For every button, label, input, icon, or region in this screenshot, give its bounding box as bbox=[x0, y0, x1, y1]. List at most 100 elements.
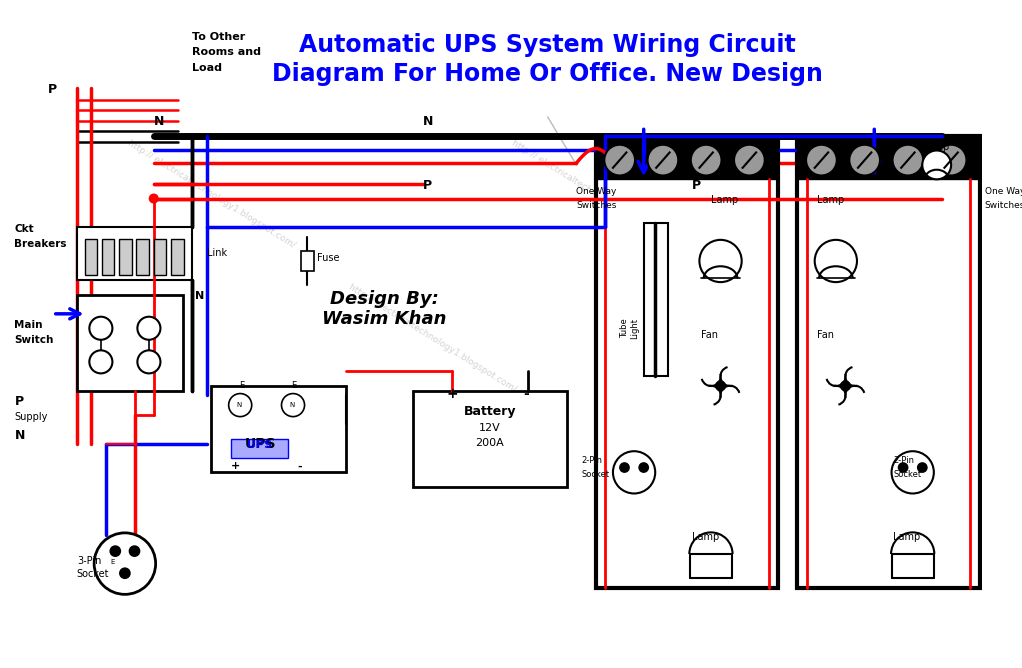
Circle shape bbox=[936, 145, 967, 176]
Text: Lamp: Lamp bbox=[817, 195, 844, 205]
Circle shape bbox=[715, 381, 726, 391]
Text: Lamp: Lamp bbox=[922, 142, 949, 152]
Bar bbox=[212, 386, 345, 472]
Text: Fan: Fan bbox=[701, 330, 718, 340]
Circle shape bbox=[620, 463, 629, 472]
Text: Rooms and: Rooms and bbox=[192, 47, 262, 57]
Text: Lamp: Lamp bbox=[893, 532, 921, 542]
Circle shape bbox=[281, 393, 305, 417]
Text: +: + bbox=[447, 387, 458, 401]
Circle shape bbox=[892, 145, 923, 176]
Text: P: P bbox=[692, 179, 701, 192]
Bar bbox=[413, 391, 567, 487]
Circle shape bbox=[229, 393, 251, 417]
Bar bbox=[797, 136, 980, 179]
Bar bbox=[102, 239, 114, 275]
Text: N: N bbox=[14, 429, 25, 442]
Text: 200A: 200A bbox=[475, 438, 504, 448]
Text: 12V: 12V bbox=[479, 423, 501, 433]
Text: Automatic UPS System Wiring Circuit: Automatic UPS System Wiring Circuit bbox=[299, 33, 796, 57]
Text: Socket: Socket bbox=[77, 569, 109, 579]
Text: N: N bbox=[237, 401, 242, 407]
Text: 3-Pin: 3-Pin bbox=[77, 556, 101, 566]
Text: -: - bbox=[523, 387, 529, 401]
Bar bbox=[153, 239, 167, 275]
Text: Switches: Switches bbox=[576, 201, 617, 210]
Text: http:// electricaltechnology1.blogspot.com/: http:// electricaltechnology1.blogspot.c… bbox=[606, 388, 777, 499]
Bar bbox=[596, 136, 778, 179]
Text: Ckt: Ckt bbox=[14, 224, 34, 234]
Circle shape bbox=[648, 145, 679, 176]
Text: N: N bbox=[153, 114, 165, 128]
Text: http:// electricaltechnology1.blogspot.com/: http:// electricaltechnology1.blogspot.c… bbox=[346, 282, 518, 393]
Text: Socket: Socket bbox=[582, 470, 609, 479]
Text: Socket: Socket bbox=[893, 470, 922, 479]
Text: 2-Pin: 2-Pin bbox=[893, 456, 915, 465]
Text: Tube
Light: Tube Light bbox=[619, 318, 639, 339]
Text: http:// electricaltechnology1.blogspot.com/: http:// electricaltechnology1.blogspot.c… bbox=[126, 138, 296, 249]
Text: E: E bbox=[239, 381, 244, 390]
Text: Fuse: Fuse bbox=[317, 253, 339, 263]
Text: To Other: To Other bbox=[192, 32, 245, 42]
Text: N: N bbox=[423, 114, 433, 128]
Text: One Way: One Way bbox=[985, 187, 1022, 196]
Text: Switches: Switches bbox=[985, 201, 1022, 210]
Circle shape bbox=[815, 240, 857, 282]
Circle shape bbox=[94, 533, 155, 595]
Text: P: P bbox=[14, 395, 24, 408]
Bar bbox=[120, 239, 132, 275]
Circle shape bbox=[613, 451, 655, 494]
Text: -: - bbox=[297, 462, 303, 472]
Text: One Way: One Way bbox=[576, 187, 617, 196]
Circle shape bbox=[604, 145, 635, 176]
Circle shape bbox=[699, 240, 742, 282]
Text: UPS: UPS bbox=[247, 440, 272, 450]
Circle shape bbox=[734, 145, 764, 176]
Text: http:// electricaltechnology1.blogspot.com/: http:// electricaltechnology1.blogspot.c… bbox=[510, 138, 681, 249]
Text: Breakers: Breakers bbox=[14, 238, 66, 248]
Circle shape bbox=[640, 463, 648, 472]
Bar bbox=[300, 251, 314, 271]
Circle shape bbox=[922, 150, 951, 179]
Circle shape bbox=[898, 463, 908, 472]
Circle shape bbox=[89, 317, 112, 340]
Text: Link: Link bbox=[206, 248, 227, 258]
Text: E: E bbox=[291, 381, 296, 390]
Text: Load: Load bbox=[192, 63, 222, 73]
Circle shape bbox=[137, 317, 160, 340]
Circle shape bbox=[149, 194, 158, 203]
Bar bbox=[797, 136, 980, 588]
Text: UPS: UPS bbox=[245, 438, 277, 452]
Text: E: E bbox=[110, 558, 114, 564]
Bar bbox=[231, 439, 288, 458]
Bar bbox=[77, 227, 192, 280]
Circle shape bbox=[891, 451, 934, 494]
Text: Switch: Switch bbox=[14, 335, 54, 345]
Text: Lamp: Lamp bbox=[711, 195, 738, 205]
Circle shape bbox=[806, 145, 837, 176]
Circle shape bbox=[110, 546, 121, 556]
Circle shape bbox=[691, 145, 722, 176]
Text: 2-Pin: 2-Pin bbox=[582, 456, 602, 465]
Bar bbox=[171, 239, 184, 275]
Text: Main: Main bbox=[14, 320, 43, 330]
Text: Lamp: Lamp bbox=[692, 532, 719, 542]
Bar bbox=[644, 222, 667, 376]
Text: Battery: Battery bbox=[464, 405, 516, 418]
Bar bbox=[596, 136, 778, 588]
Text: P: P bbox=[423, 179, 432, 192]
Text: Supply: Supply bbox=[14, 411, 48, 422]
Circle shape bbox=[121, 568, 130, 578]
Text: +: + bbox=[231, 462, 240, 472]
Text: Fan: Fan bbox=[817, 330, 834, 340]
Text: N: N bbox=[289, 401, 295, 407]
Bar bbox=[85, 239, 97, 275]
Text: Design By:
Wasim Khan: Design By: Wasim Khan bbox=[322, 290, 447, 329]
Bar bbox=[77, 295, 183, 391]
Circle shape bbox=[841, 381, 850, 391]
Text: Diagram For Home Or Office. New Design: Diagram For Home Or Office. New Design bbox=[272, 61, 823, 86]
Text: P: P bbox=[48, 83, 57, 96]
Circle shape bbox=[130, 546, 139, 556]
Circle shape bbox=[89, 350, 112, 373]
Bar bbox=[136, 239, 149, 275]
